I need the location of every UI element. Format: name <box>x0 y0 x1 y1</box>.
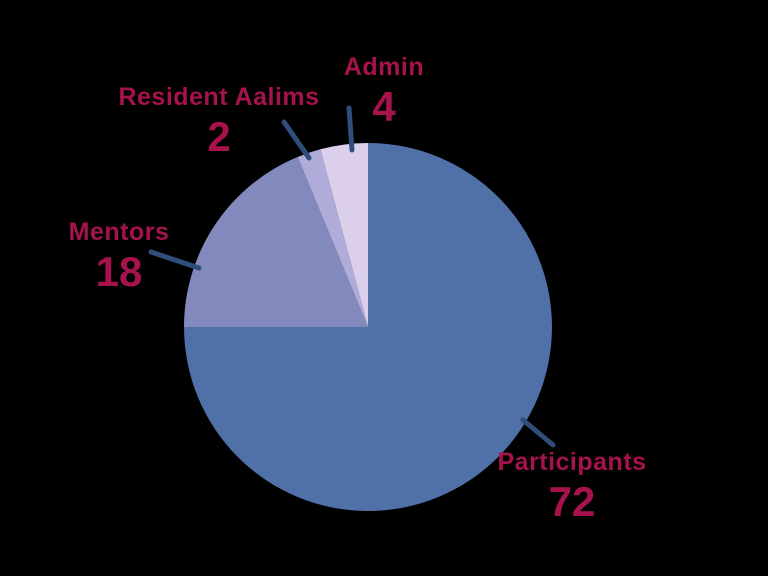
resident-aalims-leader-line <box>281 119 312 161</box>
pie-slice-resident-aalims <box>297 149 368 327</box>
resident-aalims-label: Resident Aalims <box>118 83 320 111</box>
participants-leader-line <box>520 417 556 448</box>
admin-callout: Admin 4 <box>344 52 424 129</box>
pie-slice-mentors <box>184 157 368 327</box>
mentors-callout: Mentors 18 <box>69 217 170 294</box>
participants-callout: Participants 72 <box>497 447 646 524</box>
mentors-value: 18 <box>95 248 143 295</box>
mentors-label: Mentors <box>68 218 170 246</box>
admin-label: Admin <box>343 53 425 81</box>
participants-label: Participants <box>497 448 647 476</box>
pie-slice-admin <box>320 143 368 327</box>
mentors-leader-line <box>148 249 202 271</box>
participants-value: 72 <box>548 478 596 525</box>
admin-leader-line <box>346 105 355 153</box>
resident-aalims-value: 2 <box>207 113 231 160</box>
admin-value: 4 <box>372 83 396 130</box>
resident-aalims-callout: Resident Aalims 2 <box>118 82 319 159</box>
